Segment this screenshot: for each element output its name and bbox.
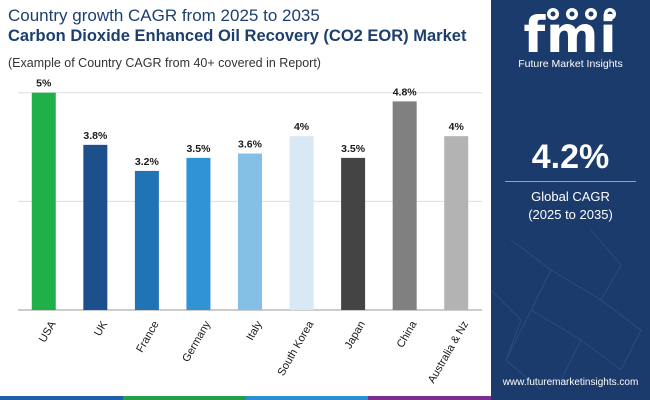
x-tick-label: Germany (180, 319, 213, 365)
logo-subtitle: Future Market Insights (518, 58, 623, 70)
bar-france (134, 170, 159, 310)
x-tick-label: China (395, 318, 420, 350)
bottom-bar-segment (122, 396, 246, 400)
market-title: Carbon Dioxide Enhanced Oil Recovery (CO… (8, 27, 467, 45)
x-tick-label: Italy (244, 319, 265, 343)
data-label: 3.8% (83, 130, 108, 142)
global-cagr-value: 4.2% (531, 138, 610, 176)
bottom-color-bar (0, 396, 491, 400)
data-label: 5% (36, 78, 52, 90)
x-tick-label: UK (92, 319, 110, 339)
bottom-bar-segment (0, 396, 123, 400)
data-label: 4% (449, 121, 465, 133)
sidebar-panel: fmi Future Market Insights 4.2% Global C… (491, 0, 650, 400)
fmi-logo: fmi (523, 6, 618, 64)
data-label: 3.6% (238, 139, 263, 151)
data-label: 3.5% (186, 143, 211, 155)
chart-title: Country growth CAGR from 2025 to 2035 (8, 6, 320, 25)
bar-italy (238, 153, 262, 310)
global-cagr-label: Global CAGR (2025 to 2035) (491, 188, 650, 224)
sidebar-texture (491, 230, 642, 391)
bar-uk (83, 144, 108, 310)
bar-usa (31, 92, 56, 310)
bar-south-korea (289, 136, 314, 310)
bottom-bar-segment (368, 396, 491, 400)
bar-japan (341, 157, 366, 310)
global-cagr-label-line2: (2025 to 2035) (528, 207, 613, 222)
data-label: 4.8% (393, 86, 418, 98)
bar-australia-nz (444, 136, 469, 310)
global-cagr-label-line1: Global CAGR (531, 189, 610, 204)
bar-germany (186, 157, 211, 310)
bottom-bar-segment (245, 396, 369, 400)
bar-china (392, 101, 417, 310)
data-label: 3.5% (341, 143, 366, 155)
bar-chart: 5% USA 3.8% UK 3.2% France 3.5% Germany 3.6% Ital… (18, 78, 482, 385)
x-tick-label: Australia & Nz (426, 319, 471, 385)
x-tick-label: Japan (343, 319, 368, 351)
x-tick-label: South Korea (275, 318, 316, 378)
chart-subtitle: (Example of Country CAGR from 40+ covere… (8, 56, 321, 70)
website-link[interactable]: www.futuremarketinsights.com (502, 377, 639, 388)
data-label: 4% (294, 121, 310, 133)
divider (505, 181, 636, 182)
x-tick-label: France (134, 319, 162, 355)
data-label: 3.2% (135, 156, 160, 168)
x-tick-label: USA (37, 319, 59, 345)
logo-icons (547, 8, 616, 20)
